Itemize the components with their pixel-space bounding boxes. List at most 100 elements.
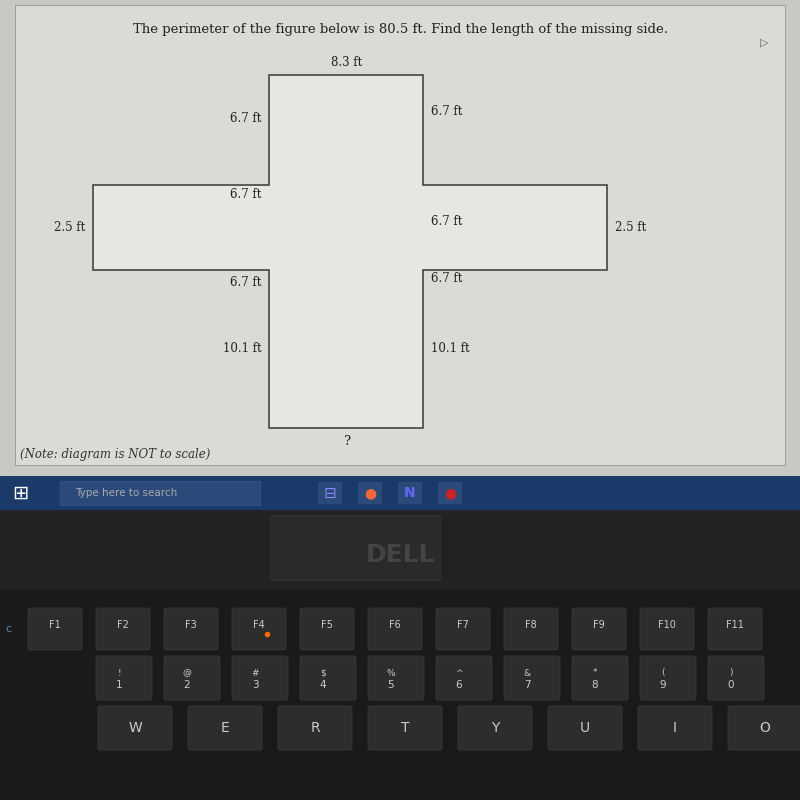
Text: 5: 5 — [388, 680, 394, 690]
Text: ●: ● — [364, 486, 376, 500]
FancyBboxPatch shape — [164, 656, 220, 700]
Text: The perimeter of the figure below is 80.5 ft. Find the length of the missing sid: The perimeter of the figure below is 80.… — [133, 23, 667, 36]
Bar — [15, 5, 785, 465]
Text: &: & — [523, 669, 530, 678]
Text: U: U — [580, 721, 590, 735]
Text: c: c — [5, 624, 11, 634]
Text: ⊞: ⊞ — [12, 483, 28, 502]
Text: F1: F1 — [49, 620, 61, 630]
Text: 2.5 ft: 2.5 ft — [54, 221, 85, 234]
Text: ●: ● — [444, 486, 456, 500]
Text: 10.1 ft: 10.1 ft — [430, 342, 470, 355]
Bar — [0, 476, 800, 510]
Text: ?: ? — [342, 435, 350, 448]
FancyBboxPatch shape — [640, 656, 696, 700]
FancyBboxPatch shape — [728, 706, 800, 750]
FancyBboxPatch shape — [504, 608, 558, 650]
Text: 6.7 ft: 6.7 ft — [430, 215, 462, 228]
Bar — [270, 515, 440, 580]
Text: 6.7 ft: 6.7 ft — [430, 105, 462, 118]
Bar — [0, 590, 800, 800]
FancyBboxPatch shape — [28, 608, 82, 650]
Text: F10: F10 — [658, 620, 676, 630]
FancyBboxPatch shape — [300, 608, 354, 650]
FancyBboxPatch shape — [188, 706, 262, 750]
Text: !: ! — [117, 669, 121, 678]
Text: 6.7 ft: 6.7 ft — [230, 112, 262, 126]
Text: F3: F3 — [185, 620, 197, 630]
FancyBboxPatch shape — [232, 656, 288, 700]
Text: 3: 3 — [252, 680, 258, 690]
FancyBboxPatch shape — [708, 656, 764, 700]
FancyBboxPatch shape — [96, 608, 150, 650]
Text: F9: F9 — [593, 620, 605, 630]
Text: (Note: diagram is NOT to scale): (Note: diagram is NOT to scale) — [20, 448, 210, 461]
FancyBboxPatch shape — [436, 656, 492, 700]
Text: F5: F5 — [321, 620, 333, 630]
Bar — [0, 476, 55, 510]
Text: I: I — [673, 721, 677, 735]
FancyBboxPatch shape — [504, 656, 560, 700]
Text: 6.7 ft: 6.7 ft — [230, 276, 262, 289]
Text: F7: F7 — [457, 620, 469, 630]
Text: 6: 6 — [456, 680, 462, 690]
Text: F2: F2 — [117, 620, 129, 630]
FancyBboxPatch shape — [98, 706, 172, 750]
Text: W: W — [128, 721, 142, 735]
Text: Y: Y — [491, 721, 499, 735]
Text: 0: 0 — [728, 680, 734, 690]
Text: DELL: DELL — [366, 543, 434, 567]
Text: 4: 4 — [320, 680, 326, 690]
Text: $: $ — [320, 669, 326, 678]
Text: R: R — [310, 721, 320, 735]
Text: Type here to search: Type here to search — [75, 488, 178, 498]
FancyBboxPatch shape — [164, 608, 218, 650]
Text: 8.3 ft: 8.3 ft — [330, 56, 362, 69]
Text: F4: F4 — [253, 620, 265, 630]
FancyBboxPatch shape — [278, 706, 352, 750]
FancyBboxPatch shape — [708, 608, 762, 650]
Text: ⊟: ⊟ — [324, 486, 336, 501]
Text: ^: ^ — [455, 669, 462, 678]
Text: E: E — [221, 721, 230, 735]
Text: 10.1 ft: 10.1 ft — [223, 342, 262, 355]
Bar — [358, 482, 382, 504]
Text: 2: 2 — [184, 680, 190, 690]
FancyBboxPatch shape — [640, 608, 694, 650]
FancyBboxPatch shape — [368, 608, 422, 650]
Text: *: * — [593, 669, 598, 678]
FancyBboxPatch shape — [300, 656, 356, 700]
FancyBboxPatch shape — [572, 608, 626, 650]
Text: O: O — [759, 721, 770, 735]
FancyBboxPatch shape — [436, 608, 490, 650]
Text: #: # — [251, 669, 258, 678]
FancyBboxPatch shape — [572, 656, 628, 700]
Text: F8: F8 — [525, 620, 537, 630]
Text: ): ) — [730, 669, 733, 678]
Text: 7: 7 — [524, 680, 530, 690]
FancyBboxPatch shape — [368, 656, 424, 700]
FancyBboxPatch shape — [638, 706, 712, 750]
Text: 6.7 ft: 6.7 ft — [230, 188, 262, 201]
Bar — [398, 482, 422, 504]
Text: 2.5 ft: 2.5 ft — [615, 221, 646, 234]
Polygon shape — [93, 74, 607, 428]
Text: T: T — [401, 721, 410, 735]
Bar — [60, 481, 260, 505]
FancyBboxPatch shape — [458, 706, 532, 750]
Text: %: % — [386, 669, 395, 678]
FancyBboxPatch shape — [548, 706, 622, 750]
Text: N: N — [404, 486, 416, 500]
Text: 9: 9 — [660, 680, 666, 690]
FancyBboxPatch shape — [368, 706, 442, 750]
FancyBboxPatch shape — [232, 608, 286, 650]
Text: ▷: ▷ — [760, 38, 769, 48]
Bar — [318, 482, 342, 504]
Text: (: ( — [662, 669, 665, 678]
Text: 1: 1 — [116, 680, 122, 690]
Text: 6.7 ft: 6.7 ft — [430, 272, 462, 286]
Text: F11: F11 — [726, 620, 744, 630]
Bar — [0, 510, 800, 590]
FancyBboxPatch shape — [96, 656, 152, 700]
Text: F6: F6 — [389, 620, 401, 630]
